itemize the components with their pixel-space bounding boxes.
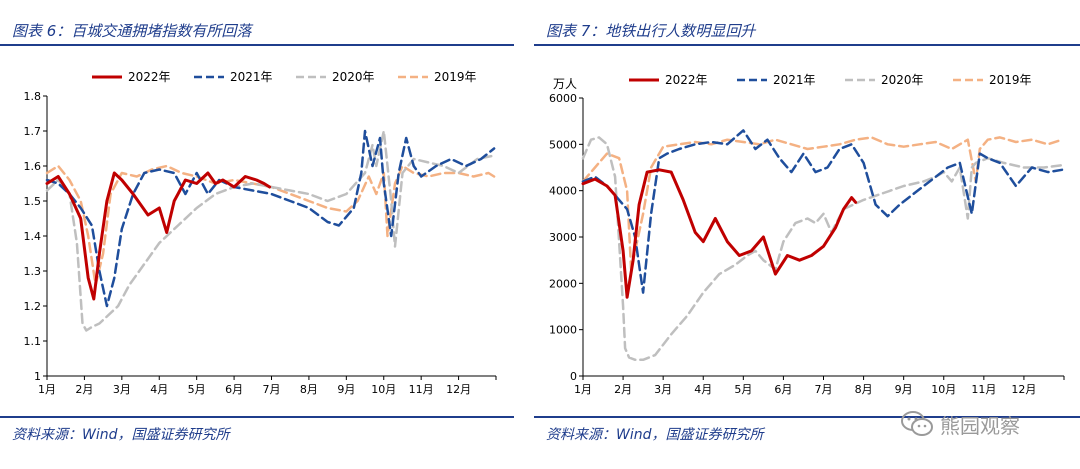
left-source: 资料来源：Wind，国盛证券研究所 — [12, 427, 230, 443]
right-chart: 0 1000 2000 3000 4000 5000 6000 1月 2月 3月 4月 5月 6月 7月 8… — [549, 73, 1065, 396]
right-top-rule — [534, 44, 1080, 46]
right-x-tick-label: 7月 — [815, 383, 833, 396]
left-y-tick-label: 1.4 — [24, 230, 42, 243]
left-y-tick-label: 1.1 — [24, 335, 42, 348]
right-legend-label-2020: 2020年 — [881, 73, 924, 87]
left-y-tick-label: 1.2 — [24, 300, 42, 313]
right-y-tick-label: 3000 — [549, 231, 577, 244]
left-y-tick-label: 1.8 — [24, 90, 42, 103]
right-y-tick-label: 2000 — [549, 277, 577, 290]
left-x-tick-label: 7月 — [263, 383, 281, 396]
left-series-2021 — [45, 129, 496, 308]
watermark-text: 熊园观察 — [940, 413, 1020, 438]
right-x-tick-label: 5月 — [734, 383, 752, 396]
left-y-tick-label: 1.3 — [24, 265, 42, 278]
left-x-tick-label: 5月 — [188, 383, 206, 396]
right-x-tick-label: 11月 — [971, 383, 996, 396]
left-x-tick-label: 8月 — [300, 383, 318, 396]
right-legend-label-2019: 2019年 — [989, 73, 1032, 87]
left-x-tick-label: 3月 — [113, 383, 131, 396]
left-series-2020 — [45, 129, 496, 332]
right-y-tick-label: 1000 — [549, 324, 577, 337]
right-legend-label-2021: 2021年 — [773, 73, 816, 87]
right-y-tick-label: 0 — [570, 370, 577, 383]
right-source: 资料来源：Wind，国盛证券研究所 — [546, 427, 764, 443]
left-x-tick-label: 4月 — [150, 383, 168, 396]
right-series-2021 — [581, 129, 1064, 294]
left-x-tick-label: 9月 — [337, 383, 355, 396]
right-x-tick-label: 1月 — [574, 383, 592, 396]
right-series-2019 — [581, 136, 1064, 271]
left-x-tick-label: 2月 — [75, 383, 93, 396]
right-x-tick-label: 9月 — [895, 383, 913, 396]
right-y-tick-label: 6000 — [549, 92, 577, 105]
right-y-unit-label: 万人 — [553, 77, 577, 91]
left-legend-label-2019: 2019年 — [434, 70, 477, 84]
right-x-tick-label: 3月 — [654, 383, 672, 396]
left-series-2019 — [45, 164, 496, 287]
right-y-tick-label: 4000 — [549, 185, 577, 198]
left-legend-label-2020: 2020年 — [332, 70, 375, 84]
left-legend-label-2022: 2022年 — [128, 70, 171, 84]
left-x-tick-label: 1月 — [38, 383, 56, 396]
left-series-2022 — [45, 171, 272, 301]
right-series-2020 — [581, 136, 1064, 362]
left-x-tick-label: 12月 — [446, 383, 471, 396]
right-bottom-rule — [534, 416, 1080, 418]
right-x-tick-label: 12月 — [1011, 383, 1036, 396]
left-top-rule — [0, 44, 514, 46]
left-bottom-rule — [0, 416, 514, 418]
left-x-tick-label: 11月 — [409, 383, 434, 396]
wechat-icon — [901, 411, 933, 436]
left-x-tick-label: 6月 — [225, 383, 243, 396]
right-chart-title: 图表 7：地铁出行人数明显回升 — [546, 22, 756, 40]
left-y-tick-label: 1 — [34, 370, 41, 383]
right-x-tick-label: 8月 — [855, 383, 873, 396]
right-y-tick-label: 5000 — [549, 138, 577, 151]
right-x-tick-label: 4月 — [694, 383, 712, 396]
left-y-tick-label: 1.5 — [24, 195, 42, 208]
left-chart: 1 1.1 1.2 1.3 1.4 1.5 1.6 1.7 1.8 1月 2月 3月 4月 5月 6月 7月 8… — [24, 70, 497, 396]
right-x-tick-label: 6月 — [774, 383, 792, 396]
right-series-2022 — [581, 168, 858, 299]
watermark: 熊园观察 — [900, 404, 1060, 444]
left-x-tick-label: 10月 — [371, 383, 396, 396]
right-legend-label-2022: 2022年 — [665, 73, 708, 87]
right-x-tick-label: 2月 — [614, 383, 632, 396]
left-y-tick-label: 1.6 — [24, 160, 42, 173]
right-x-tick-label: 10月 — [931, 383, 956, 396]
left-y-tick-label: 1.7 — [24, 125, 42, 138]
left-legend-label-2021: 2021年 — [230, 70, 273, 84]
left-chart-title: 图表 6：百城交通拥堵指数有所回落 — [12, 22, 252, 40]
